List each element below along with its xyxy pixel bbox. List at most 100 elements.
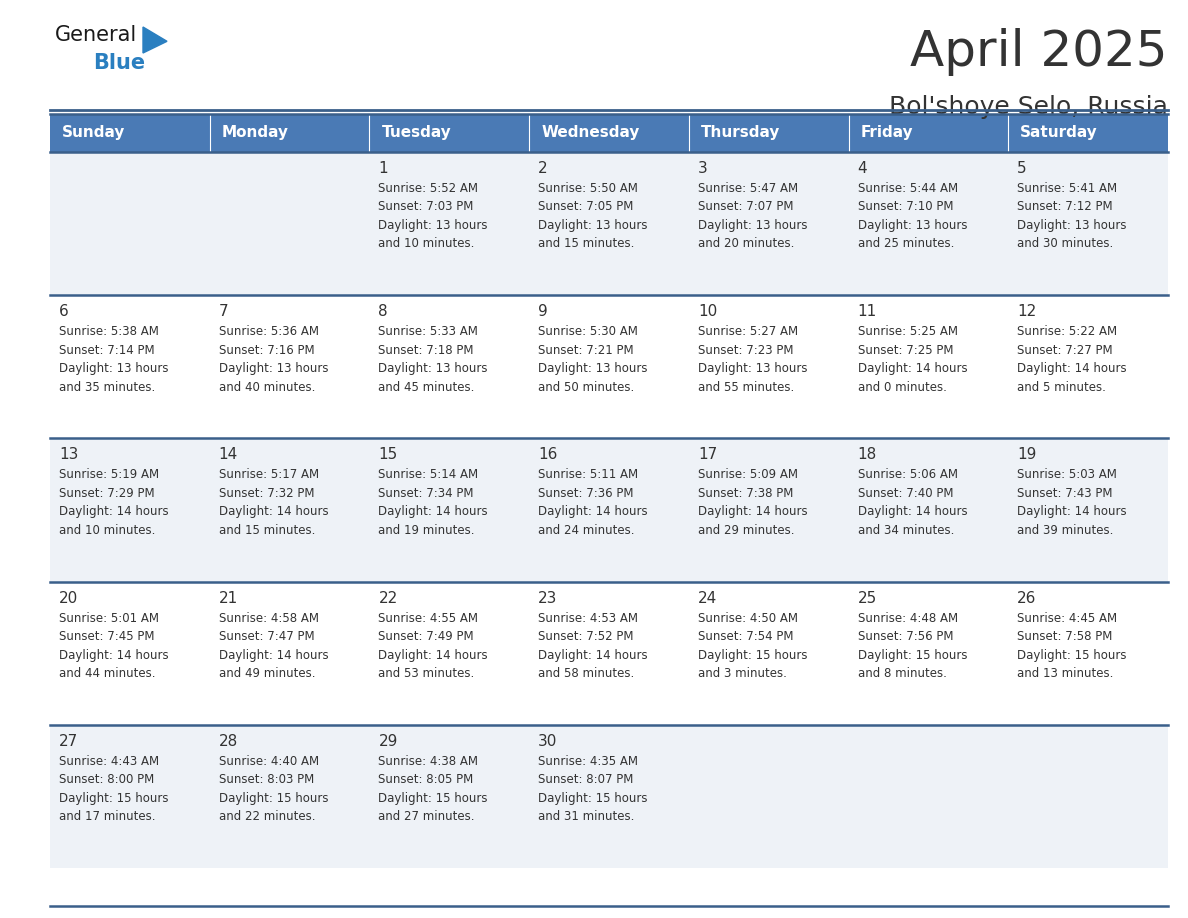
Text: and 49 minutes.: and 49 minutes. — [219, 667, 315, 680]
Text: Sunset: 7:12 PM: Sunset: 7:12 PM — [1017, 200, 1113, 214]
Text: and 25 minutes.: and 25 minutes. — [858, 238, 954, 251]
Bar — [210, 439, 369, 582]
Text: and 15 minutes.: and 15 minutes. — [219, 524, 315, 537]
Text: and 50 minutes.: and 50 minutes. — [538, 381, 634, 394]
Bar — [210, 725, 369, 868]
Text: Bol'shoye Selo, Russia: Bol'shoye Selo, Russia — [889, 95, 1168, 119]
Text: Sunrise: 5:17 AM: Sunrise: 5:17 AM — [219, 468, 318, 481]
Bar — [689, 296, 848, 439]
Text: Sunrise: 5:11 AM: Sunrise: 5:11 AM — [538, 468, 638, 481]
Text: Blue: Blue — [93, 53, 145, 73]
Text: Sunrise: 4:48 AM: Sunrise: 4:48 AM — [858, 611, 958, 624]
Bar — [210, 152, 369, 296]
Text: Sunset: 7:14 PM: Sunset: 7:14 PM — [59, 343, 154, 357]
Text: and 44 minutes.: and 44 minutes. — [59, 667, 156, 680]
Text: Daylight: 13 hours: Daylight: 13 hours — [697, 363, 808, 375]
Text: and 3 minutes.: and 3 minutes. — [697, 667, 786, 680]
Text: Sunset: 8:07 PM: Sunset: 8:07 PM — [538, 773, 633, 787]
Text: Daylight: 15 hours: Daylight: 15 hours — [858, 649, 967, 662]
Text: 24: 24 — [697, 590, 718, 606]
Bar — [210, 114, 369, 152]
Text: Sunrise: 4:58 AM: Sunrise: 4:58 AM — [219, 611, 318, 624]
Text: 2: 2 — [538, 161, 548, 176]
Bar — [50, 582, 210, 725]
Bar — [1009, 725, 1168, 868]
Text: Sunrise: 5:30 AM: Sunrise: 5:30 AM — [538, 325, 638, 338]
Text: Daylight: 13 hours: Daylight: 13 hours — [219, 363, 328, 375]
Text: Daylight: 13 hours: Daylight: 13 hours — [538, 363, 647, 375]
Text: Sunset: 7:58 PM: Sunset: 7:58 PM — [1017, 630, 1113, 644]
Text: 10: 10 — [697, 304, 718, 319]
Bar — [210, 582, 369, 725]
Text: and 34 minutes.: and 34 minutes. — [858, 524, 954, 537]
Text: and 35 minutes.: and 35 minutes. — [59, 381, 156, 394]
Text: Sunrise: 5:33 AM: Sunrise: 5:33 AM — [379, 325, 479, 338]
Text: Daylight: 13 hours: Daylight: 13 hours — [59, 363, 169, 375]
Text: Sunset: 7:36 PM: Sunset: 7:36 PM — [538, 487, 633, 500]
Text: Sunset: 7:05 PM: Sunset: 7:05 PM — [538, 200, 633, 214]
Text: Daylight: 14 hours: Daylight: 14 hours — [1017, 363, 1127, 375]
Text: Sunset: 7:27 PM: Sunset: 7:27 PM — [1017, 343, 1113, 357]
Text: and 45 minutes.: and 45 minutes. — [379, 381, 475, 394]
Text: and 58 minutes.: and 58 minutes. — [538, 667, 634, 680]
Text: and 17 minutes.: and 17 minutes. — [59, 811, 156, 823]
Text: Sunrise: 5:09 AM: Sunrise: 5:09 AM — [697, 468, 798, 481]
Text: 14: 14 — [219, 447, 238, 463]
Text: Daylight: 15 hours: Daylight: 15 hours — [1017, 649, 1126, 662]
Text: Sunset: 7:40 PM: Sunset: 7:40 PM — [858, 487, 953, 500]
Text: Sunrise: 4:45 AM: Sunrise: 4:45 AM — [1017, 611, 1118, 624]
Text: Sunrise: 4:40 AM: Sunrise: 4:40 AM — [219, 755, 318, 767]
Text: Wednesday: Wednesday — [542, 126, 639, 140]
Text: General: General — [55, 25, 138, 45]
Text: Daylight: 15 hours: Daylight: 15 hours — [697, 649, 808, 662]
Text: Daylight: 13 hours: Daylight: 13 hours — [379, 363, 488, 375]
Text: Friday: Friday — [860, 126, 914, 140]
Text: Sunset: 7:10 PM: Sunset: 7:10 PM — [858, 200, 953, 214]
Text: and 8 minutes.: and 8 minutes. — [858, 667, 947, 680]
Text: Sunset: 7:25 PM: Sunset: 7:25 PM — [858, 343, 953, 357]
Text: 15: 15 — [379, 447, 398, 463]
Text: Daylight: 14 hours: Daylight: 14 hours — [219, 506, 328, 519]
Bar — [369, 296, 529, 439]
Bar — [1009, 114, 1168, 152]
Text: Sunrise: 4:53 AM: Sunrise: 4:53 AM — [538, 611, 638, 624]
Bar — [848, 152, 1009, 296]
Text: Sunrise: 5:41 AM: Sunrise: 5:41 AM — [1017, 182, 1118, 195]
Text: Sunset: 7:54 PM: Sunset: 7:54 PM — [697, 630, 794, 644]
Text: Sunset: 7:16 PM: Sunset: 7:16 PM — [219, 343, 315, 357]
Text: and 13 minutes.: and 13 minutes. — [1017, 667, 1113, 680]
Text: Sunrise: 5:52 AM: Sunrise: 5:52 AM — [379, 182, 479, 195]
Text: Sunset: 7:29 PM: Sunset: 7:29 PM — [59, 487, 154, 500]
Text: and 29 minutes.: and 29 minutes. — [697, 524, 795, 537]
Text: Monday: Monday — [222, 126, 289, 140]
Text: Sunset: 7:23 PM: Sunset: 7:23 PM — [697, 343, 794, 357]
Text: and 40 minutes.: and 40 minutes. — [219, 381, 315, 394]
Text: and 22 minutes.: and 22 minutes. — [219, 811, 315, 823]
Text: Sunset: 7:56 PM: Sunset: 7:56 PM — [858, 630, 953, 644]
Bar — [369, 439, 529, 582]
Text: Sunset: 7:07 PM: Sunset: 7:07 PM — [697, 200, 794, 214]
Polygon shape — [143, 27, 168, 53]
Text: and 5 minutes.: and 5 minutes. — [1017, 381, 1106, 394]
Text: Sunset: 7:52 PM: Sunset: 7:52 PM — [538, 630, 633, 644]
Text: Daylight: 15 hours: Daylight: 15 hours — [538, 792, 647, 805]
Text: and 27 minutes.: and 27 minutes. — [379, 811, 475, 823]
Text: Sunrise: 5:36 AM: Sunrise: 5:36 AM — [219, 325, 318, 338]
Text: Sunrise: 5:06 AM: Sunrise: 5:06 AM — [858, 468, 958, 481]
Text: 25: 25 — [858, 590, 877, 606]
Bar — [689, 582, 848, 725]
Bar — [689, 439, 848, 582]
Bar — [529, 152, 689, 296]
Text: 1: 1 — [379, 161, 388, 176]
Text: and 30 minutes.: and 30 minutes. — [1017, 238, 1113, 251]
Bar — [210, 296, 369, 439]
Bar — [529, 439, 689, 582]
Text: 29: 29 — [379, 733, 398, 749]
Text: 4: 4 — [858, 161, 867, 176]
Text: Sunrise: 5:19 AM: Sunrise: 5:19 AM — [59, 468, 159, 481]
Text: and 55 minutes.: and 55 minutes. — [697, 381, 794, 394]
Text: Thursday: Thursday — [701, 126, 781, 140]
Text: Saturday: Saturday — [1020, 126, 1098, 140]
Text: and 20 minutes.: and 20 minutes. — [697, 238, 795, 251]
Text: and 53 minutes.: and 53 minutes. — [379, 667, 475, 680]
